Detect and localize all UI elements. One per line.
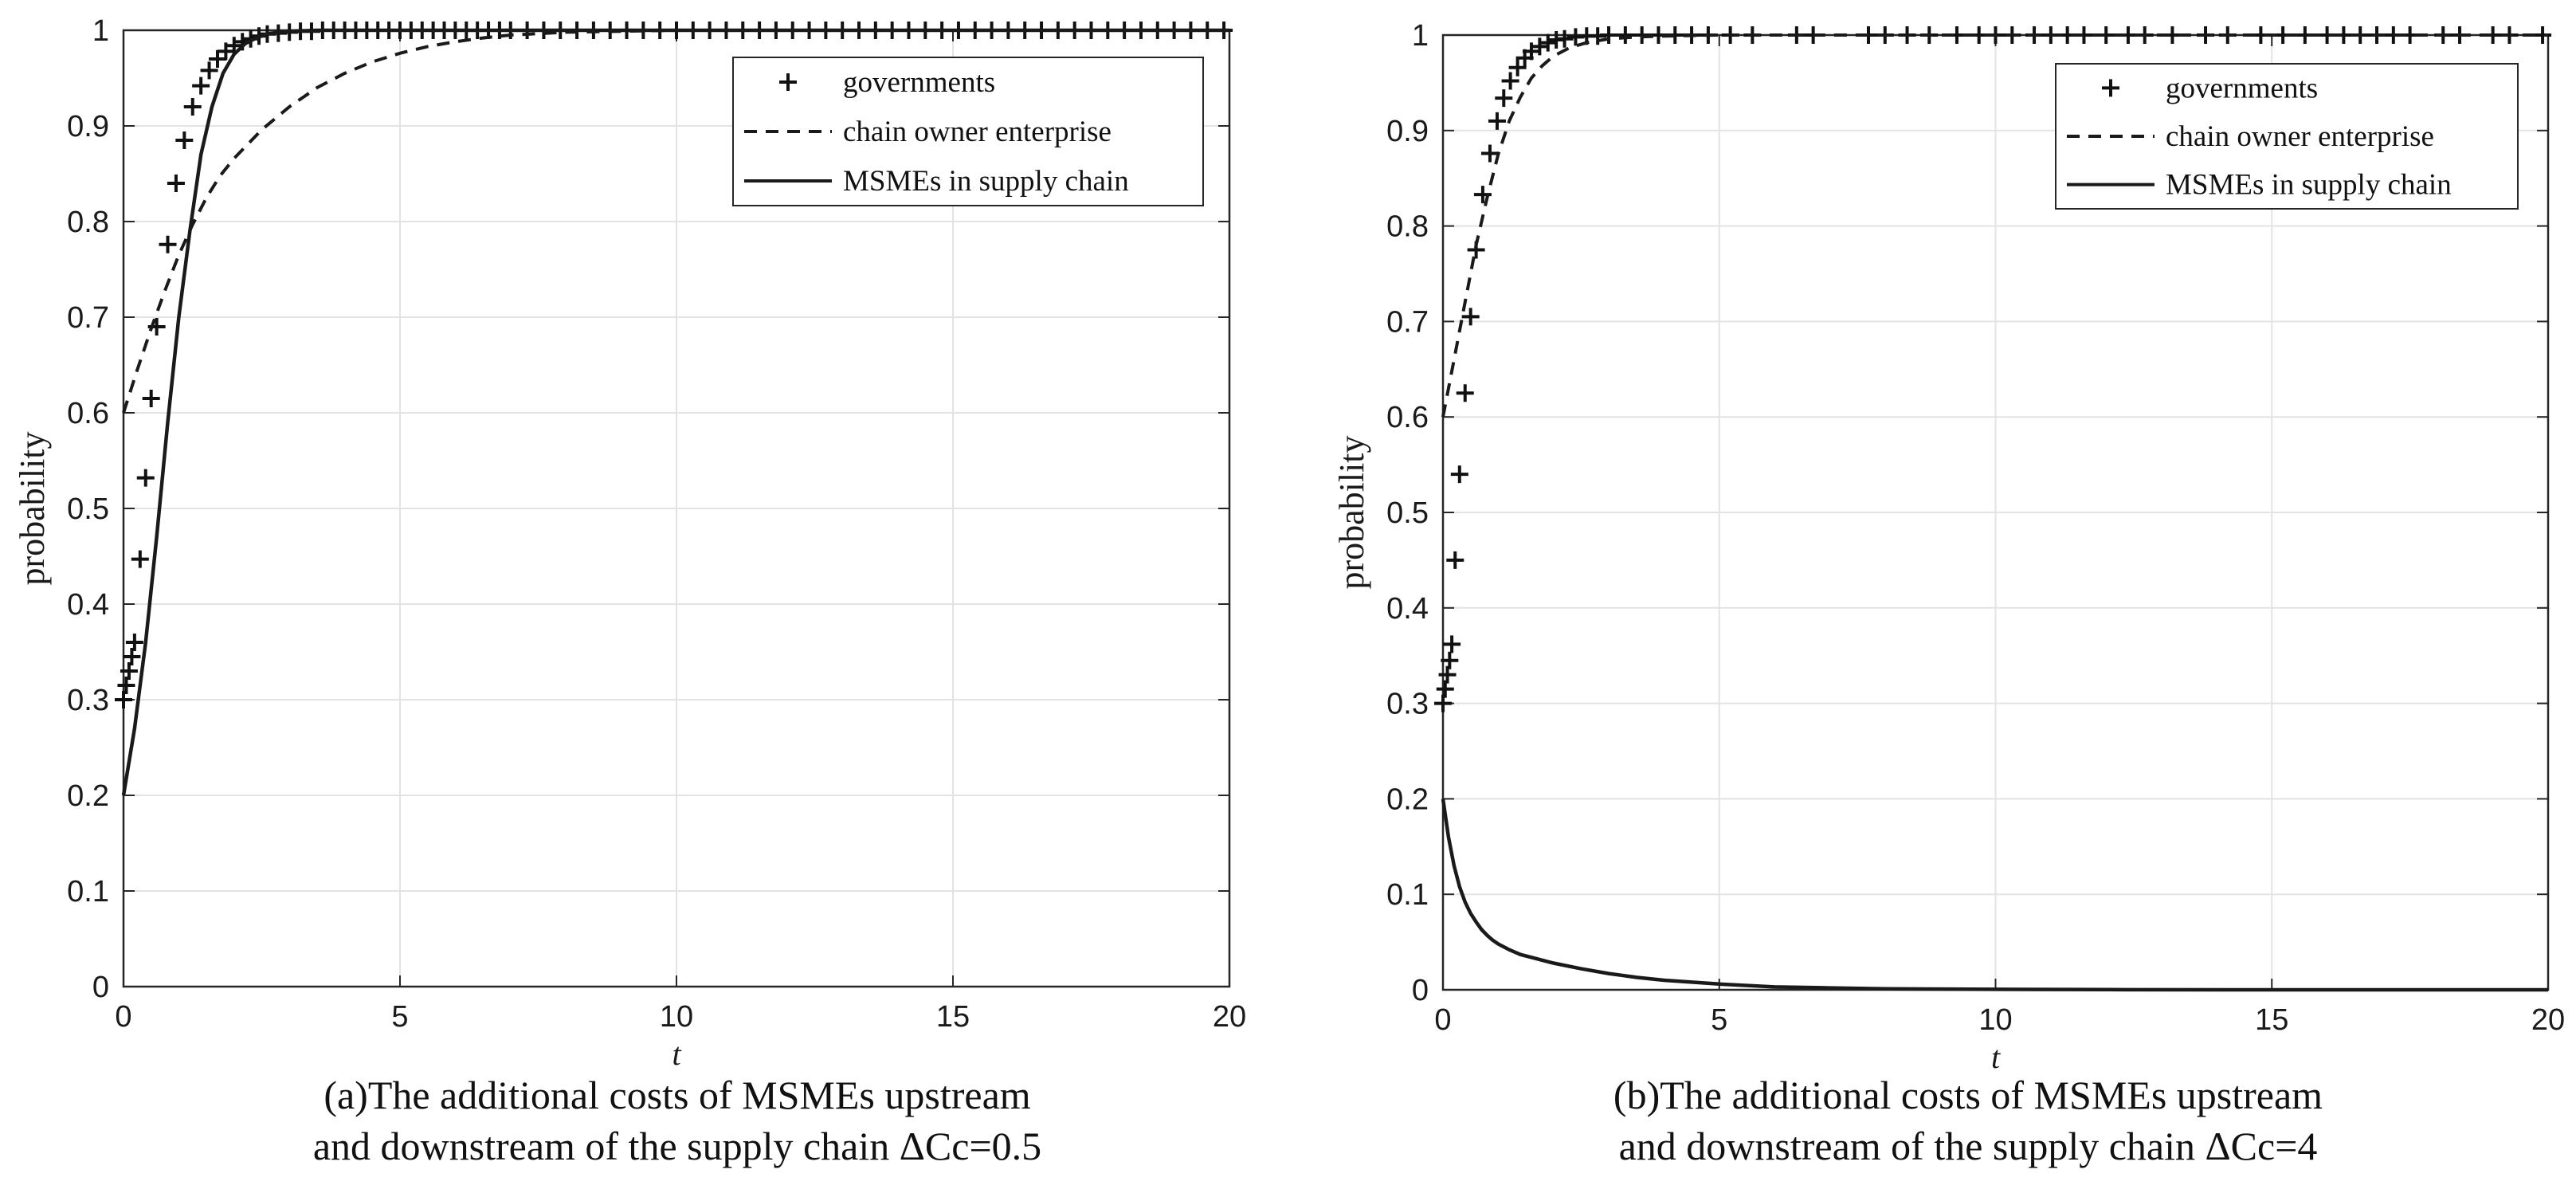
chart-a-governments-marker-14	[200, 61, 218, 80]
chart-b-governments-marker-4	[1443, 635, 1461, 653]
chart-b-governments-marker-3	[1441, 651, 1459, 669]
chart-b-governments-marker-18	[1531, 37, 1549, 56]
chart-a-xlabel: t	[672, 1036, 681, 1072]
caption-a: (a)The additional costs of MSMEs upstrea…	[64, 1069, 1291, 1171]
chart-b-governments-marker-15	[1508, 58, 1527, 77]
chart-b-governments-marker-1	[1436, 680, 1454, 698]
chart-a-ytick-label-4: 0.4	[67, 588, 109, 622]
caption-b: (b)The additional costs of MSMEs upstrea…	[1386, 1069, 2550, 1171]
chart-panel-b: 0 5 10 15 20 0 0.1 0.2 0.3 0.4 0.5 0.6 0.7 0.8 0.9 1 pro…	[1332, 19, 2565, 1075]
chart-b-governments-marker-5	[1446, 551, 1464, 569]
chart-b-ylabel: probability	[1332, 435, 1371, 589]
chart-a-msmes-line	[121, 28, 1229, 796]
chart-a-ytick-label-2: 0.2	[67, 779, 109, 813]
chart-b-ytick-label-8: 0.8	[1386, 210, 1429, 244]
chart-b-governments-marker-14	[1501, 72, 1519, 90]
caption-b-line-1: (b)The additional costs of MSMEs upstrea…	[1613, 1073, 2323, 1117]
chart-a-ytick-label-7: 0.7	[67, 301, 109, 335]
chart-b-chain-owner-line	[1441, 33, 2548, 418]
caption-a-line-1: (a)The additional costs of MSMEs upstrea…	[323, 1073, 1031, 1117]
chart-a-ytick-label-9: 0.9	[67, 110, 109, 143]
chart-b-governments-marker-2	[1438, 665, 1457, 684]
chart-a-ytick-label-10: 1	[92, 14, 109, 48]
chart-a-governments-marker-12	[183, 98, 202, 116]
chart-a-xtick-label-3: 15	[936, 1000, 970, 1034]
chart-b-ytick-label-0: 0	[1412, 974, 1429, 1007]
chart-b-ytick-label-2: 0.2	[1386, 783, 1429, 816]
chart-a-ytick-label-5: 0.5	[67, 493, 109, 526]
chart-a-legend-label-0: governments	[843, 66, 995, 99]
chart-b-governments-marker-19	[1539, 33, 1557, 52]
chart-b-legend-label-1: chain owner enterprise	[2166, 120, 2434, 153]
chart-a-governments-marker-4	[125, 634, 143, 651]
chart-b-xtick-label-3: 15	[2255, 1003, 2288, 1037]
chart-b-ytick-label-9: 0.9	[1386, 115, 1429, 148]
chart-b-xlabel: t	[1991, 1039, 2001, 1075]
chart-a-ytick-label-8: 0.8	[67, 206, 109, 239]
chart-b-governments-marker-12	[1488, 112, 1506, 130]
chart-b-ytick-label-5: 0.5	[1386, 496, 1429, 530]
chart-b-legend-label-0: governments	[2166, 72, 2318, 104]
chart-a-ytick-label-0: 0	[92, 971, 109, 1004]
chart-a-governments-marker-15	[208, 50, 226, 68]
chart-panel-a: 0 5 10 15 20 0 0.1 0.2 0.3 0.4 0.5 0.6 0.7 0.8 0.9 1 pro…	[13, 14, 1246, 1072]
chart-a-xtick-label-0: 0	[115, 1000, 131, 1034]
chart-b-ytick-label-4: 0.4	[1386, 592, 1429, 626]
chart-a-governments-marker-3	[123, 648, 141, 665]
chart-b-xtick-label-1: 5	[1711, 1003, 1727, 1037]
chart-b-xtick-label-2: 10	[1978, 1003, 2012, 1037]
chart-a-governments-marker-13	[192, 77, 210, 95]
chart-a-xtick-label-4: 20	[1213, 1000, 1246, 1034]
chart-a-xtick-label-2: 10	[660, 1000, 693, 1034]
chart-b-ytick-label-10: 1	[1412, 19, 1429, 53]
chart-a-ytick-label-6: 0.6	[67, 397, 109, 430]
chart-a-governments-marker-7	[142, 390, 160, 407]
chart-a-legend-swatch-governments	[779, 73, 797, 91]
chart-a-governments-marker-6	[136, 469, 155, 487]
caption-b-line-2: and downstream of the supply chain ΔCc=4	[1618, 1124, 2318, 1168]
chart-b-governments-marker-25	[1600, 26, 1618, 44]
chart-b-governments-marker-21	[1555, 29, 1574, 48]
chart-b-msmes-line	[1441, 799, 2548, 992]
chart-a-ytick-label-3: 0.3	[67, 684, 109, 717]
caption-a-line-2: and downstream of the supply chain ΔCc=0…	[312, 1124, 1042, 1168]
chart-b-governments-marker-26	[1616, 26, 1634, 44]
chart-b-governments-marker-67	[2534, 26, 2552, 44]
chart-a-legend-label-2: MSMEs in supply chain	[843, 165, 1129, 198]
chart-a-governments-marker-11	[175, 131, 194, 149]
chart-b-governments-marker-0	[1434, 694, 1452, 712]
chart-b-xtick-label-0: 0	[1434, 1003, 1451, 1037]
chart-a-chain-owner-line	[122, 29, 1229, 414]
chart-a-governments-marker-5	[131, 550, 149, 568]
chart-b-ytick-label-7: 0.7	[1386, 305, 1429, 339]
chart-a-governments-marker-10	[167, 175, 185, 192]
chart-b-governments-marker-8	[1461, 308, 1480, 326]
chart-a-governments-marker-2	[120, 662, 138, 680]
chart-b-xtick-label-4: 20	[2531, 1003, 2565, 1037]
chart-b-legend-swatch-governments	[2102, 79, 2119, 97]
chart-a-ytick-label-1: 0.1	[67, 875, 109, 909]
chart-a-ylabel: probability	[13, 431, 52, 585]
chart-a-governments-marker-1	[117, 677, 135, 694]
chart-b-governments-marker-7	[1456, 384, 1474, 402]
chart-a-xtick-label-1: 5	[391, 1000, 408, 1034]
chart-a-governments-marker-17	[225, 37, 243, 55]
chart-b-governments-marker-11	[1480, 144, 1499, 163]
chart-a-governments-marker-9	[159, 235, 177, 253]
chart-a-governments-marker-0	[115, 691, 132, 708]
chart-b-governments-marker-6	[1450, 465, 1468, 484]
chart-b-ytick-label-3: 0.3	[1386, 688, 1429, 721]
chart-b-ytick-label-1: 0.1	[1386, 878, 1429, 912]
chart-a-legend-label-1: chain owner enterprise	[843, 116, 1112, 148]
chart-b-legend-label-2: MSMEs in supply chain	[2166, 169, 2452, 202]
chart-b-ytick-label-6: 0.6	[1386, 401, 1429, 434]
chart-b-governments-marker-13	[1495, 89, 1513, 108]
